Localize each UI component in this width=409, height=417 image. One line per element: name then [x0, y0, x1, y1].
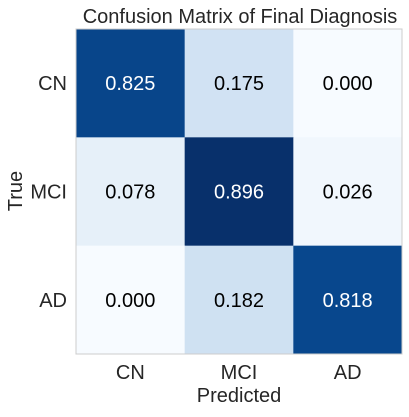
- heatmap-cell-ad-mci: [184, 245, 294, 355]
- x-tick-label-cn: CN: [116, 362, 145, 384]
- heatmap-cell-cn-mci: [184, 29, 294, 138]
- chart-title: Confusion Matrix of Final Diagnosis: [83, 6, 398, 28]
- cell-value-labels: 0.825 0.175 0.000 0.078 0.896 0.026 0.000 0.182…: [105, 73, 372, 312]
- cell-value-label: 0.078: [105, 182, 155, 204]
- heatmap-cells: [76, 29, 403, 355]
- plot-frame: [75, 28, 403, 355]
- cell-value-label: 0.825: [105, 73, 155, 95]
- cell-value-label: 0.175: [214, 73, 264, 95]
- y-axis-label: True: [5, 171, 27, 211]
- heatmap-cell-cn-ad: [293, 29, 403, 138]
- heatmap-cell-mci-mci: [184, 137, 294, 247]
- cell-value-label: 0.026: [323, 182, 373, 204]
- x-tick-label-mci: MCI: [221, 362, 258, 384]
- cell-value-label: 0.000: [105, 290, 155, 312]
- x-tick-label-ad: AD: [334, 362, 362, 384]
- heatmap-cell-ad-cn: [76, 245, 186, 355]
- heatmap-cell-ad-ad: [293, 245, 403, 355]
- y-tick-labels: CN MCI AD: [30, 73, 67, 312]
- y-tick-label-cn: CN: [38, 73, 67, 95]
- y-tick-label-ad: AD: [39, 290, 67, 312]
- heatmap-cell-cn-cn: [76, 29, 186, 138]
- y-tick-label-mci: MCI: [30, 182, 67, 204]
- heatmap-cell-mci-ad: [293, 137, 403, 247]
- x-axis-label: Predicted: [197, 385, 282, 407]
- heatmap-cell-mci-cn: [76, 137, 186, 247]
- cell-value-label: 0.896: [214, 182, 264, 204]
- cell-value-label: 0.818: [323, 290, 373, 312]
- cell-value-label: 0.182: [214, 290, 264, 312]
- cell-value-label: 0.000: [323, 73, 373, 95]
- x-tick-labels: CN MCI AD: [116, 362, 362, 384]
